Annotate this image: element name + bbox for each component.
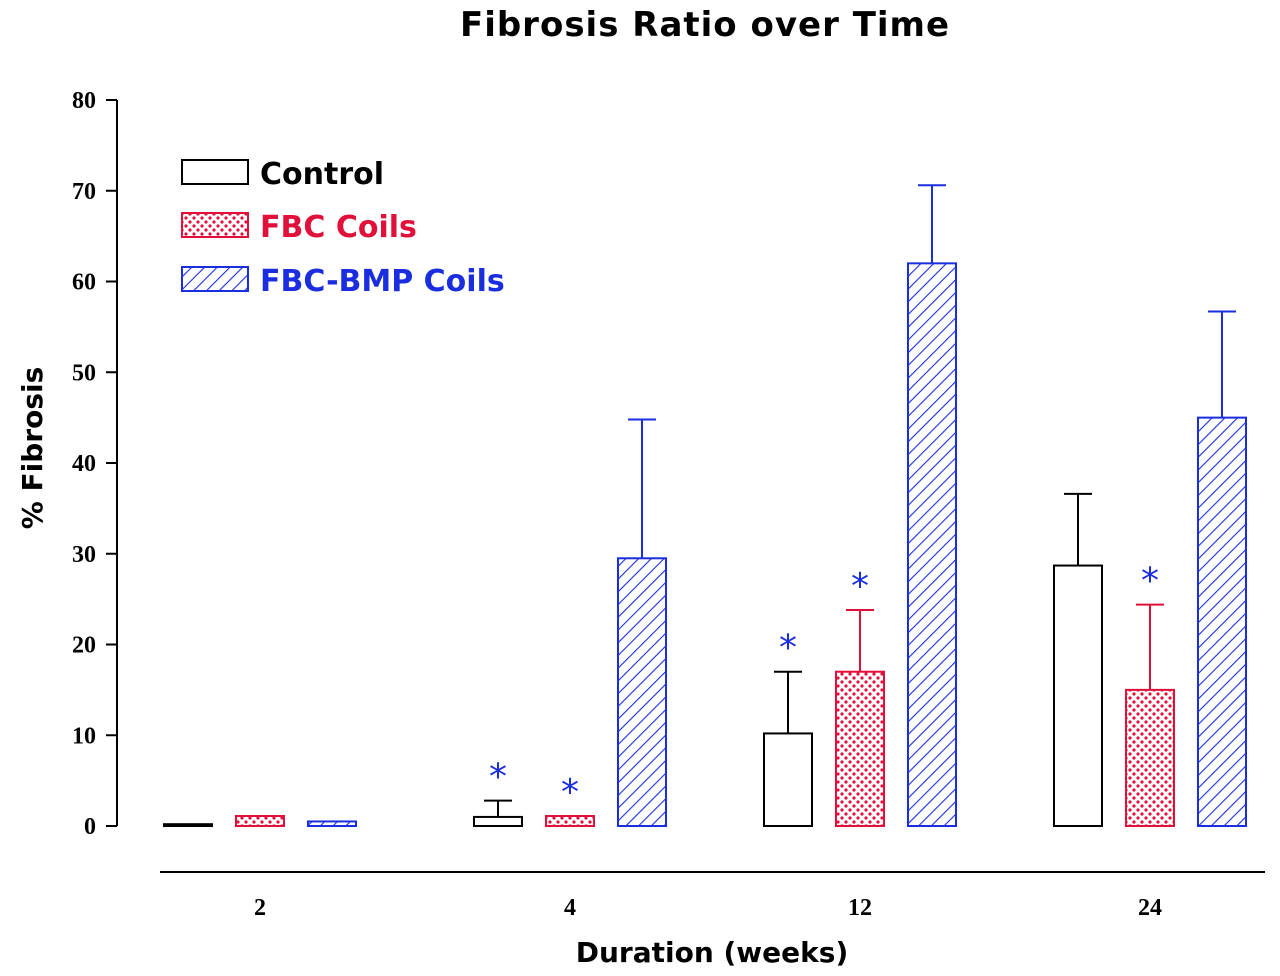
x-ticks: 2 4 12 24: [254, 895, 1162, 921]
y-tick-label: 50: [72, 360, 96, 386]
bar: [907, 262, 957, 828]
legend-swatch-fbc: [181, 212, 249, 238]
error-bars: [484, 184, 1236, 817]
significance-star: *: [1141, 561, 1159, 602]
y-tick-label: 70: [72, 179, 96, 205]
x-tick-label: 24: [1138, 895, 1162, 921]
significance-star: *: [851, 566, 869, 607]
legend: Control FBC Coils FBC-BMP Coils: [181, 157, 505, 299]
bar: [1053, 564, 1103, 827]
x-axis-label: Duration (weeks): [576, 936, 849, 969]
legend-label-fbc-bmp: FBC-BMP Coils: [260, 264, 505, 299]
bar: [235, 815, 285, 828]
legend-swatch-control: [181, 159, 249, 185]
bar: [1125, 688, 1175, 827]
x-tick-label: 4: [564, 895, 576, 921]
bar: [473, 815, 523, 827]
y-tick-label: 30: [72, 542, 96, 568]
y-tick-label: 80: [72, 88, 96, 114]
bar: [835, 670, 885, 827]
y-tick-label: 10: [72, 723, 96, 749]
significance-star: *: [489, 757, 507, 798]
bars: [163, 262, 1247, 828]
significance-markers: * * * * *: [489, 561, 1159, 813]
x-tick-label: 2: [254, 895, 266, 921]
y-tick-label: 40: [72, 451, 96, 477]
legend-swatch-fbc-bmp: [181, 266, 249, 292]
x-tick-label: 12: [848, 895, 872, 921]
legend-label-control: Control: [260, 157, 384, 192]
bar: [1197, 416, 1247, 827]
significance-star: *: [779, 628, 797, 669]
bar: [307, 820, 357, 828]
bar: [763, 732, 813, 827]
y-tick-label: 20: [72, 633, 96, 659]
bar: [545, 815, 595, 828]
y-axis-label: % Fibrosis: [16, 367, 49, 530]
bar: [617, 557, 667, 827]
y-tick-label: 60: [72, 270, 96, 296]
chart-title: Fibrosis Ratio over Time: [460, 5, 950, 45]
legend-label-fbc: FBC Coils: [260, 210, 417, 245]
y-ticks: 0 10 20 30 40 50 60 70 80: [72, 88, 117, 840]
y-tick-label: 0: [84, 814, 96, 840]
significance-star: *: [561, 772, 579, 813]
bar: [163, 823, 213, 827]
